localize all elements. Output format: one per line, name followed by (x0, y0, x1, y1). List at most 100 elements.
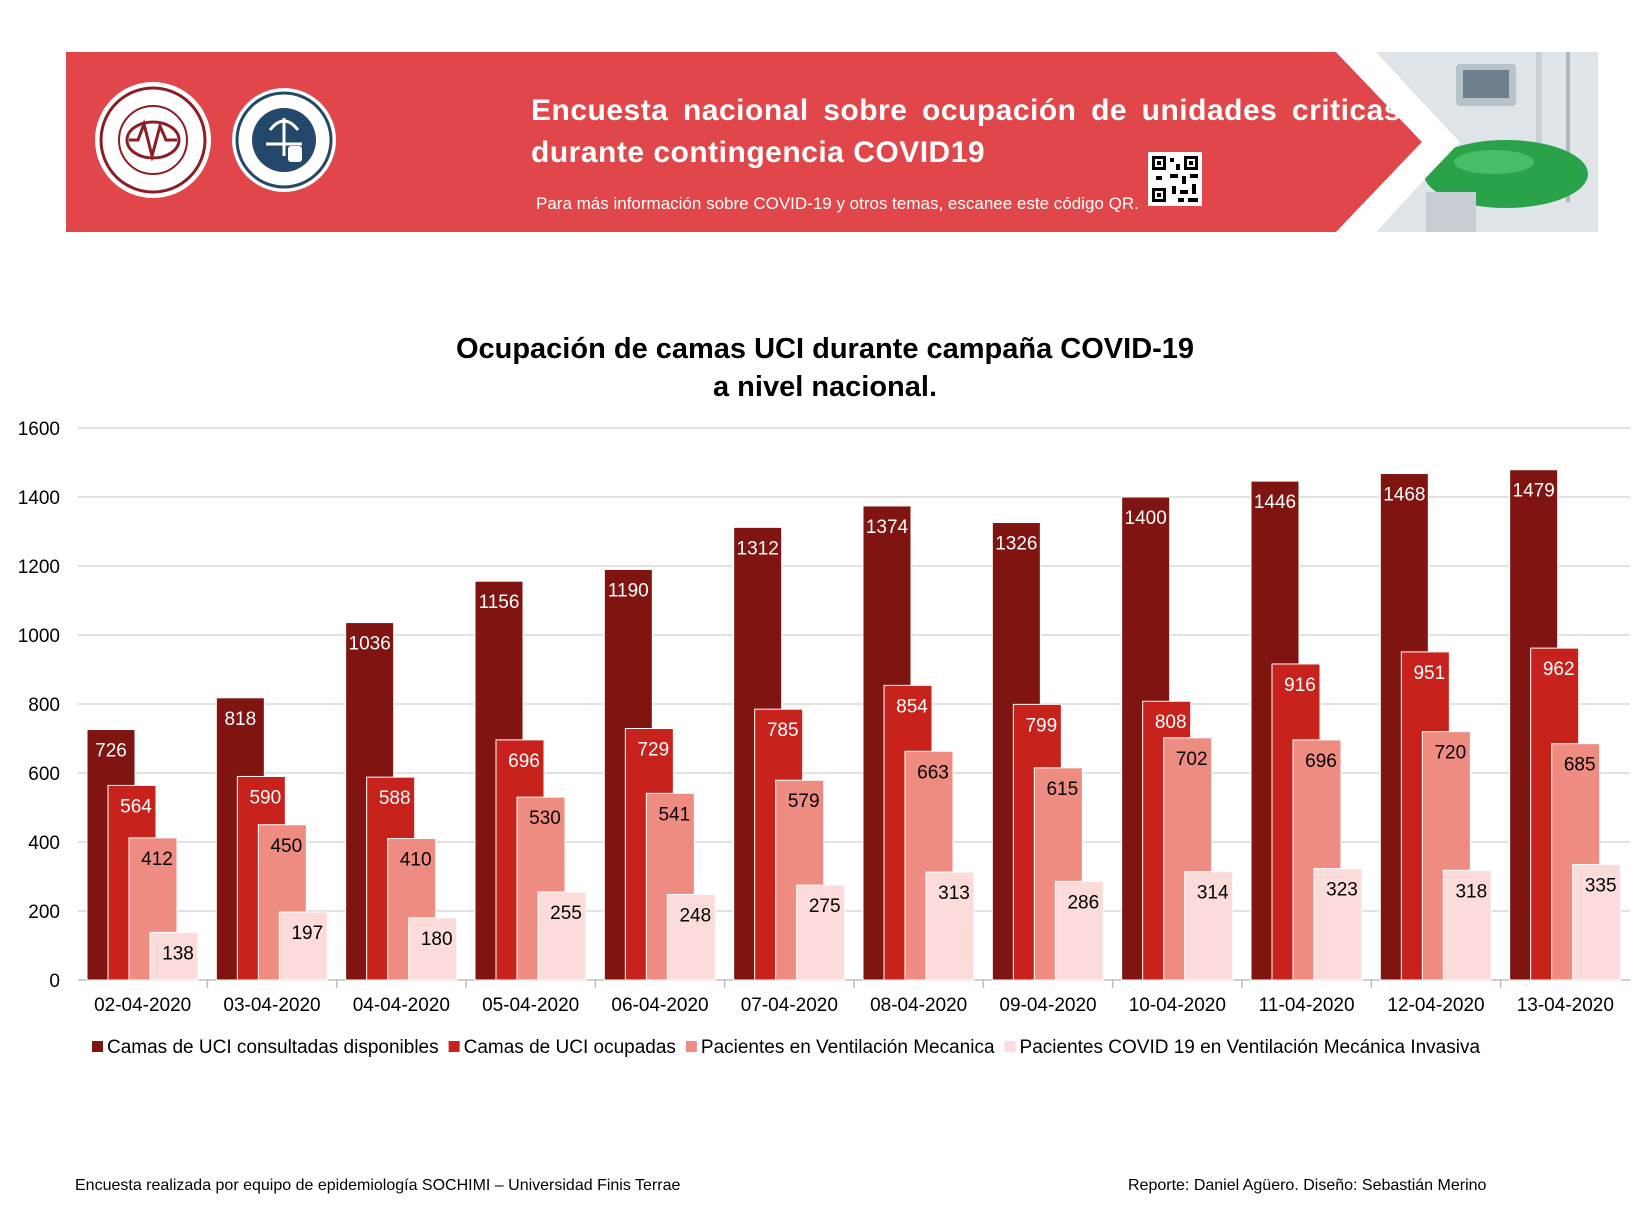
data-label: 1374 (866, 517, 909, 538)
bar (1572, 863, 1622, 981)
legend-label: Pacientes en Ventilación Mecanica (701, 1037, 995, 1058)
y-tick-label: 800 (28, 695, 60, 716)
x-tick-label: 06-04-2020 (611, 995, 708, 1016)
x-tick-label: 09-04-2020 (999, 995, 1096, 1016)
x-tick-label: 04-04-2020 (353, 995, 450, 1016)
data-label: 726 (95, 741, 127, 762)
data-label: 808 (1155, 712, 1187, 733)
bar (537, 891, 587, 981)
data-label: 854 (896, 696, 928, 717)
data-label: 588 (379, 788, 411, 809)
y-tick-label: 1600 (18, 419, 60, 440)
data-label: 410 (400, 850, 432, 871)
bar (925, 871, 975, 981)
legend-label: Camas de UCI ocupadas (464, 1037, 676, 1058)
data-label: 286 (1067, 892, 1099, 913)
y-tick-label: 400 (28, 833, 60, 854)
data-label: 818 (224, 709, 256, 730)
legend-label: Pacientes COVID 19 en Ventilación Mecáni… (1020, 1037, 1481, 1058)
data-label: 335 (1585, 875, 1617, 896)
data-label: 615 (1046, 779, 1078, 800)
y-tick-label: 200 (28, 902, 60, 923)
x-tick-label: 10-04-2020 (1129, 995, 1226, 1016)
data-label: 1156 (479, 592, 520, 613)
legend-swatch (92, 1041, 103, 1052)
data-label: 180 (421, 929, 453, 950)
x-tick-label: 08-04-2020 (870, 995, 967, 1016)
x-tick-label: 07-04-2020 (741, 995, 838, 1016)
data-label: 962 (1543, 659, 1575, 680)
data-label: 1312 (737, 538, 779, 559)
qr-code-icon (1148, 152, 1202, 206)
data-label: 138 (162, 943, 194, 964)
data-label: 323 (1326, 880, 1358, 901)
banner-arrow-background (66, 52, 1422, 232)
data-label: 412 (141, 849, 173, 870)
x-tick-label: 13-04-2020 (1517, 995, 1614, 1016)
data-label: 1036 (349, 634, 391, 655)
data-label: 318 (1455, 881, 1487, 902)
bar (796, 884, 846, 981)
data-label: 255 (550, 903, 582, 924)
data-label: 785 (767, 720, 799, 741)
legend-swatch (448, 1041, 460, 1052)
bar (278, 911, 328, 981)
data-label: 1190 (608, 580, 649, 601)
bar (149, 931, 199, 981)
bar (1442, 869, 1492, 981)
data-label: 1326 (995, 534, 1037, 555)
data-label: 275 (809, 896, 841, 917)
x-tick-label: 12-04-2020 (1387, 995, 1484, 1016)
bar (1184, 871, 1234, 981)
footer-credit-left: Encuesta realizada por equipo de epidemi… (75, 1177, 681, 1194)
header-banner: Encuesta nacional sobre ocupación de uni… (66, 52, 1598, 232)
data-label: 313 (938, 883, 970, 904)
data-label: 1468 (1383, 485, 1425, 506)
y-tick-label: 0 (49, 971, 60, 992)
data-label: 590 (249, 787, 281, 808)
data-label: 1479 (1513, 481, 1555, 502)
data-label: 702 (1176, 749, 1208, 770)
data-label: 530 (529, 808, 561, 829)
data-label: 1446 (1254, 492, 1296, 513)
data-label: 579 (788, 791, 820, 812)
data-label: 951 (1413, 663, 1445, 684)
data-label: 248 (679, 905, 711, 926)
x-tick-label: 02-04-2020 (94, 995, 191, 1016)
banner-title: Encuesta nacional sobre ocupación de uni… (531, 94, 1401, 169)
data-label: 916 (1284, 675, 1316, 696)
data-label: 696 (508, 751, 540, 772)
banner-divider (1336, 52, 1460, 232)
bar (1054, 880, 1104, 981)
chart-title-line: Ocupación de camas UCI durante campaña C… (456, 333, 1194, 365)
data-label: 696 (1305, 751, 1337, 772)
legend-swatch (685, 1041, 697, 1052)
data-label: 1400 (1125, 508, 1167, 529)
data-label: 799 (1025, 715, 1057, 736)
bar (666, 893, 716, 981)
data-label: 663 (917, 762, 949, 783)
data-label: 450 (270, 836, 302, 857)
ventilator-photo (1376, 52, 1598, 232)
chart-canvas: Ocupación de camas UCI durante campaña C… (18, 333, 1630, 1058)
data-label: 564 (120, 796, 152, 817)
data-label: 720 (1434, 743, 1466, 764)
data-label: 314 (1197, 883, 1229, 904)
x-tick-label: 03-04-2020 (223, 995, 320, 1016)
data-label: 729 (637, 739, 669, 760)
data-label: 685 (1564, 755, 1596, 776)
banner-subtitle: Para más información sobre COVID-19 y ot… (536, 194, 1139, 213)
x-tick-label: 11-04-2020 (1259, 995, 1355, 1016)
y-tick-label: 600 (28, 764, 60, 785)
bar (1313, 868, 1363, 981)
y-tick-label: 1400 (18, 488, 60, 509)
y-tick-label: 1200 (18, 557, 60, 578)
chart-title-line: a nivel nacional. (713, 371, 937, 403)
universidad-finis-terrae-seal-logo (232, 88, 336, 192)
sochimi-seal-logo (95, 82, 211, 198)
footer-credit-right: Reporte: Daniel Agüero. Diseño: Sebastiá… (1128, 1177, 1487, 1194)
banner-graphic (66, 52, 1598, 232)
x-tick-label: 05-04-2020 (482, 995, 579, 1016)
legend-label: Camas de UCI consultadas disponibles (107, 1037, 439, 1058)
data-label: 541 (658, 804, 690, 825)
